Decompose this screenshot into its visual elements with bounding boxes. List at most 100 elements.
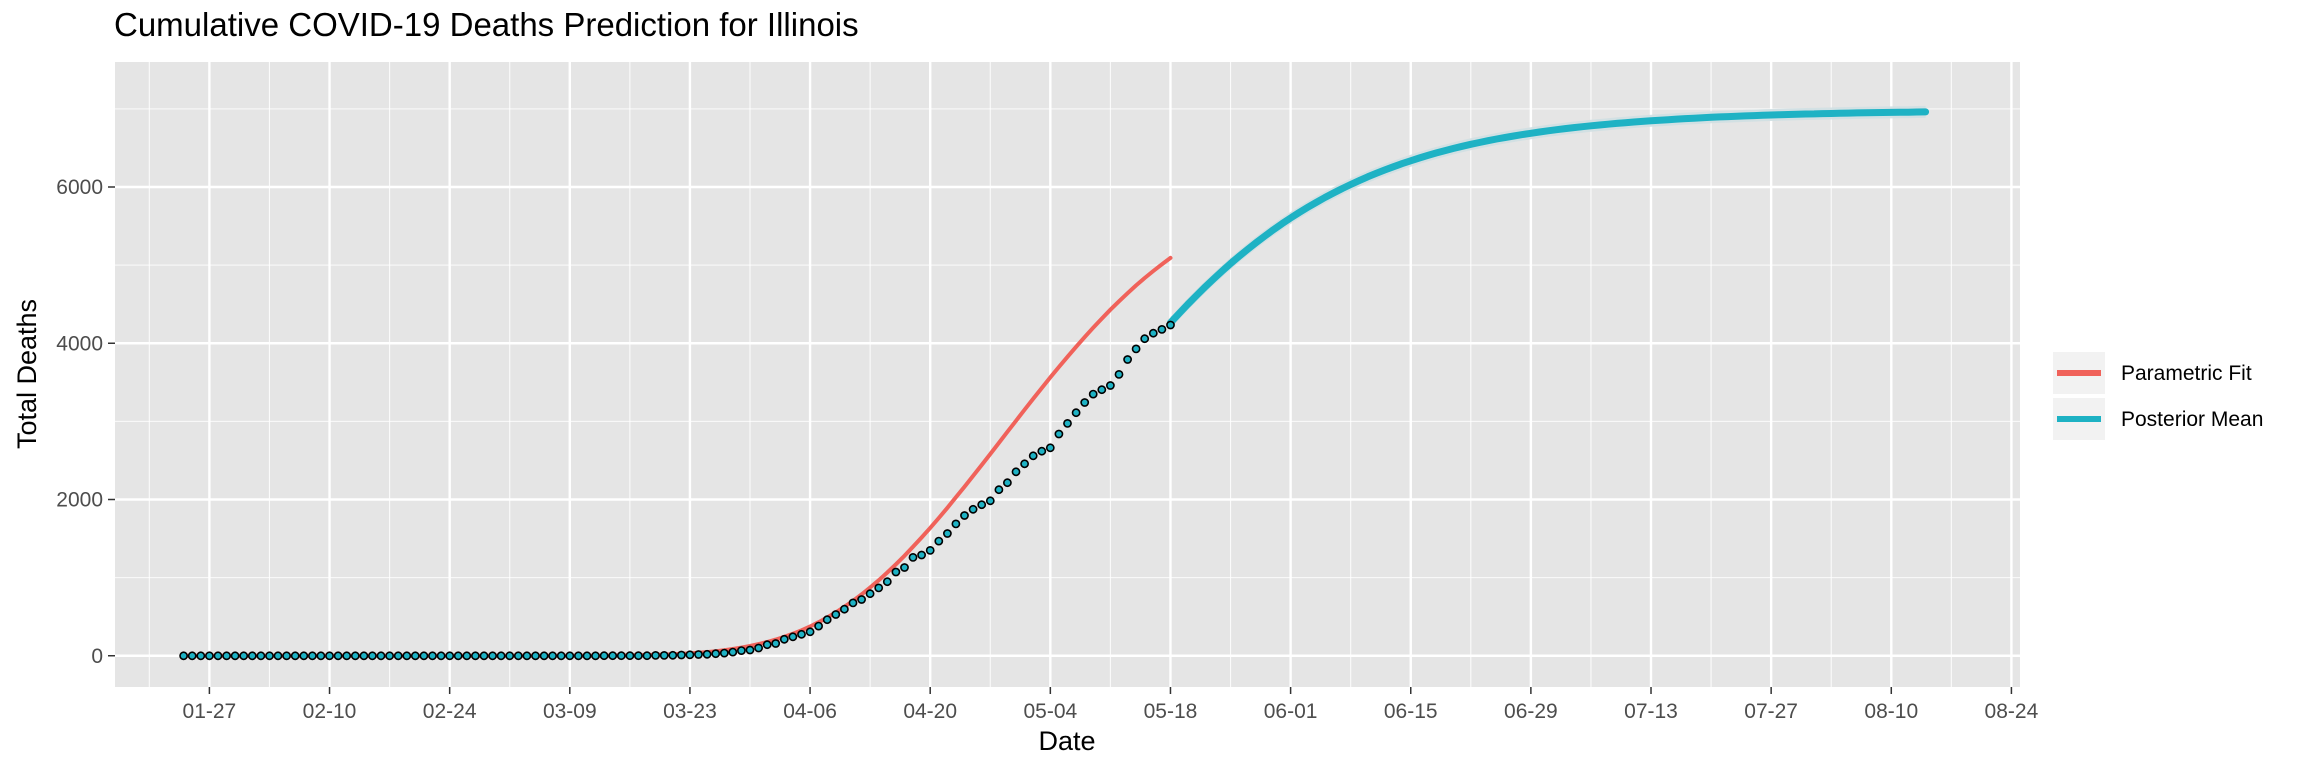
data-point [805, 627, 815, 637]
data-point [728, 647, 738, 657]
y-tick-label: 2000 [56, 489, 103, 512]
data-point [985, 496, 995, 506]
data-point [960, 511, 969, 520]
data-point [436, 651, 446, 661]
data-point [393, 651, 403, 661]
data-point [1114, 369, 1124, 379]
data-point [187, 651, 197, 661]
data-point [651, 651, 660, 660]
grid-minor [115, 62, 2020, 687]
x-axis: 01-27 02-10 02-24 03-09 03-23 04-06 04-20 05-04… [183, 687, 2039, 723]
data-point [831, 610, 841, 619]
x-tick-label: 06-29 [1504, 700, 1558, 723]
data-point [239, 651, 249, 661]
data-point [462, 651, 472, 661]
data-point [479, 651, 489, 661]
data-point [419, 651, 429, 661]
data-point [316, 651, 326, 661]
data-point [333, 651, 343, 661]
data-point [505, 651, 515, 661]
plot-panel [115, 62, 2020, 687]
data-point [797, 629, 806, 639]
data-point [917, 550, 926, 560]
data-point [1011, 467, 1021, 477]
posterior-mean-line [1167, 108, 1930, 327]
data-point [642, 651, 652, 661]
data-point [608, 651, 618, 661]
data-point [599, 651, 609, 661]
x-tick-label: 02-10 [303, 700, 357, 723]
data-point [179, 651, 188, 661]
data-point [719, 648, 729, 658]
x-tick-label: 05-18 [1144, 700, 1198, 723]
data-point [488, 651, 497, 661]
data-point [539, 651, 549, 661]
data-point [273, 651, 283, 661]
data-point [625, 651, 635, 661]
data-point [668, 650, 678, 660]
data-point [891, 567, 901, 577]
data-point [771, 639, 781, 648]
data-point [951, 519, 961, 529]
data-point [445, 651, 455, 661]
data-point [376, 651, 386, 661]
data-point [848, 598, 858, 608]
data-point [213, 651, 223, 661]
data-point [1020, 459, 1029, 469]
data-point [1037, 446, 1047, 456]
data-point [574, 651, 583, 661]
data-point [779, 634, 789, 644]
y-tick-label: 4000 [56, 332, 103, 355]
data-point [402, 651, 412, 661]
data-point [359, 651, 369, 661]
x-tick-label: 05-04 [1023, 700, 1077, 723]
x-tick-label: 01-27 [183, 700, 237, 723]
x-tick-label: 07-27 [1744, 700, 1798, 723]
data-point [702, 649, 712, 659]
data-point [934, 536, 944, 546]
data-point [367, 651, 377, 661]
data-point [977, 500, 987, 510]
data-point [1166, 320, 1175, 330]
data-point [453, 651, 463, 661]
data-point [694, 650, 703, 659]
data-point [1131, 344, 1141, 354]
x-tick-label: 04-06 [783, 700, 837, 723]
data-point [737, 646, 746, 655]
data-point [1123, 355, 1132, 364]
data-point [1045, 443, 1055, 453]
data-point [762, 640, 772, 650]
x-tick-label: 08-24 [1985, 700, 2039, 723]
data-point [256, 651, 266, 661]
data-point [788, 632, 798, 642]
data-point [1080, 398, 1090, 407]
data-point [299, 651, 309, 661]
data-point [1054, 429, 1064, 439]
x-tick-label: 03-23 [663, 700, 717, 723]
y-tick-label: 6000 [56, 176, 103, 199]
data-point [350, 651, 360, 661]
data-point [994, 485, 1004, 495]
data-point [1088, 389, 1098, 399]
data-point [925, 546, 935, 555]
data-point [1148, 328, 1158, 338]
data-point [496, 651, 506, 661]
data-point [865, 589, 875, 599]
data-point [410, 651, 420, 661]
data-point [900, 563, 909, 572]
data-point [522, 651, 532, 661]
data-point [265, 651, 274, 661]
data-point [247, 651, 257, 661]
data-point [556, 651, 566, 661]
data-point [1063, 418, 1072, 428]
y-axis-title: Total Deaths [12, 299, 42, 449]
data-point [745, 645, 755, 655]
data-point [342, 651, 352, 661]
data-point [290, 651, 300, 661]
data-point [1071, 408, 1081, 418]
x-tick-label: 02-24 [423, 700, 477, 723]
data-point [943, 529, 952, 538]
data-point [677, 650, 686, 660]
data-point [814, 621, 823, 631]
